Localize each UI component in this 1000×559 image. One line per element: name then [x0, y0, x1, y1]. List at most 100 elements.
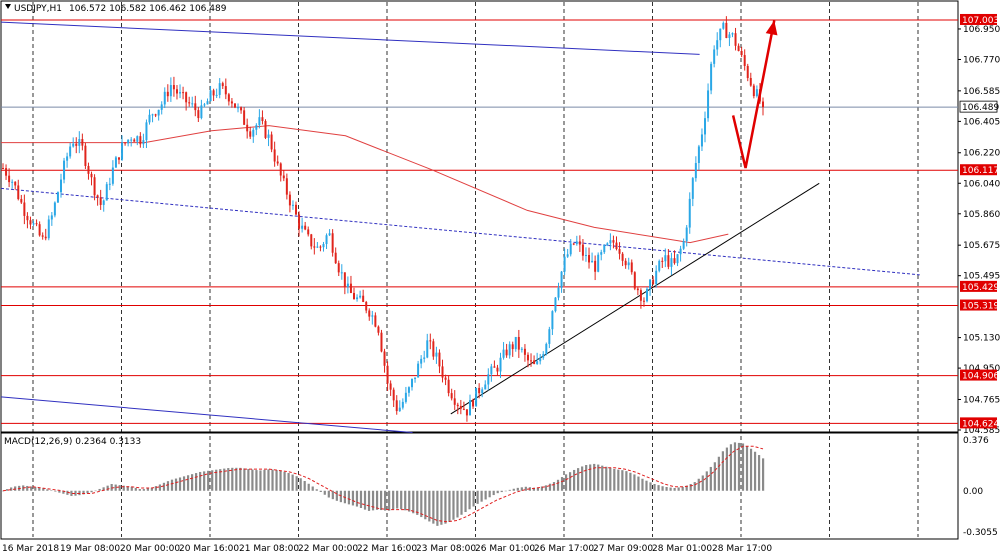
macd-bar — [516, 487, 519, 491]
candle-body — [230, 101, 233, 104]
candle-body — [175, 89, 178, 94]
macd-bar — [556, 479, 560, 491]
candle-body — [624, 260, 627, 266]
macd-bar — [287, 473, 290, 491]
macd-bar — [26, 485, 29, 491]
macd-bar — [275, 470, 278, 491]
candle-body — [423, 357, 426, 359]
macd-bar — [629, 472, 632, 491]
macd-bar — [291, 474, 294, 491]
symbol-label: USDJPY,H1 — [14, 4, 62, 14]
macd-bar — [677, 487, 680, 491]
candle-body — [32, 223, 35, 225]
candle-body — [368, 310, 371, 317]
candle-body — [29, 220, 32, 225]
macd-bar — [363, 490, 367, 510]
macd-bar — [50, 490, 53, 491]
trend-line — [450, 182, 820, 415]
macd-bar — [118, 485, 121, 491]
macd-bar — [593, 463, 596, 491]
candle-body — [432, 341, 435, 357]
macd-bar — [488, 490, 491, 498]
candle-body — [465, 409, 468, 416]
candle-body — [401, 401, 404, 408]
macd-bar — [6, 489, 9, 491]
candle-body — [78, 139, 81, 146]
macd-bar — [448, 490, 451, 522]
macd-bar — [504, 490, 507, 492]
candle-body — [172, 85, 175, 90]
macd-bar — [512, 488, 515, 491]
candle-body — [603, 245, 606, 253]
candle-body — [66, 156, 69, 161]
price-tick-label: 104.585 — [963, 426, 1000, 436]
candle-body — [685, 227, 688, 242]
macd-bar — [182, 476, 186, 491]
candle-body — [420, 358, 423, 364]
level-label: 104.624 — [962, 419, 999, 429]
candle-body — [429, 340, 432, 342]
macd-bar — [400, 490, 403, 510]
macd-bar — [404, 490, 407, 511]
candle-body — [93, 177, 96, 196]
candle-body — [328, 233, 331, 236]
macd-bar — [701, 475, 704, 491]
candle-body — [124, 142, 127, 144]
macd-bar — [693, 482, 696, 491]
macd-bar — [247, 468, 250, 491]
candle-body — [456, 404, 459, 407]
candle-body — [374, 315, 377, 327]
candle-body — [246, 124, 249, 132]
candle-body — [386, 365, 389, 384]
candle-body — [273, 149, 276, 162]
time-label: 26 Mar 17:00 — [534, 544, 594, 554]
macd-bar — [211, 470, 214, 491]
macd-bar — [657, 485, 660, 491]
macd-bar — [54, 490, 57, 492]
candle-body — [539, 357, 542, 362]
macd-bar — [568, 472, 572, 491]
macd-bar — [468, 490, 471, 510]
candle-body — [435, 352, 438, 357]
candle-body — [41, 235, 44, 237]
candle-body — [478, 387, 481, 394]
ma-line — [1, 125, 729, 244]
candle-body — [597, 254, 600, 272]
macd-bar — [90, 490, 93, 493]
candle-body — [291, 204, 294, 206]
macd-bar — [396, 490, 399, 509]
macd-bar — [122, 485, 125, 491]
price-tick-label: 104.950 — [963, 364, 1000, 374]
macd-bar — [428, 490, 431, 522]
candle-body — [59, 179, 62, 193]
macd-bar — [573, 469, 576, 491]
candle-body — [655, 270, 658, 285]
candle-body — [75, 143, 78, 146]
candle-body — [81, 139, 84, 146]
candle-body — [417, 363, 420, 378]
candle-body — [163, 91, 166, 105]
candle-body — [8, 175, 11, 183]
macd-bar — [150, 487, 153, 491]
candle-body — [322, 244, 325, 248]
candle-body — [240, 107, 243, 111]
candle-body — [493, 366, 496, 368]
candle-body — [23, 202, 26, 216]
macd-bar — [472, 490, 475, 507]
candle-body — [496, 367, 499, 372]
candle-body — [633, 272, 636, 289]
candle-body — [548, 329, 551, 344]
macd-bar — [106, 485, 109, 491]
candle-body — [264, 121, 267, 138]
candle-body — [304, 225, 307, 230]
candle-body — [734, 33, 737, 46]
candle-body — [154, 114, 157, 116]
macd-bar — [721, 451, 724, 491]
candle-body — [560, 271, 563, 288]
price-tick-label: 105.675 — [963, 241, 1000, 251]
candle-body — [243, 110, 246, 125]
collapse-triangle-icon[interactable] — [5, 4, 11, 9]
candle-body — [111, 167, 114, 184]
candle-body — [20, 199, 23, 203]
